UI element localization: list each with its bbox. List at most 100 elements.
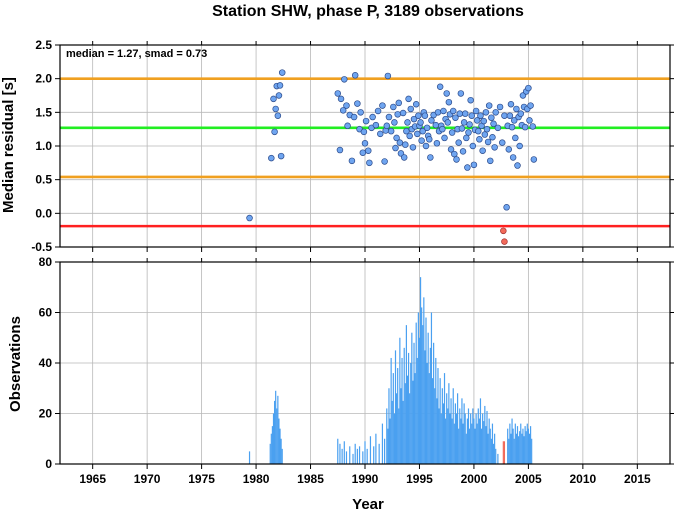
observation-bar (439, 378, 441, 464)
observation-bar (407, 352, 410, 464)
observation-bar (430, 312, 433, 464)
residual-point (278, 69, 286, 76)
observation-bar (412, 380, 414, 464)
residual-point (421, 112, 429, 119)
observation-bar (456, 393, 459, 464)
observation-bar (522, 428, 524, 464)
observation-bar (413, 342, 415, 464)
residual-point (362, 117, 370, 125)
residual-point (385, 113, 393, 121)
residual-point (337, 95, 345, 103)
residual-point (336, 146, 344, 154)
observation-bar (277, 395, 279, 464)
observation-bar (414, 373, 416, 464)
residual-point (423, 124, 431, 132)
observation-bar (410, 363, 412, 464)
residual-point (525, 84, 532, 92)
residual-y-tick-label: 1.5 (35, 105, 52, 119)
observation-bar (279, 428, 281, 464)
residual-point (402, 141, 409, 148)
observation-bar (512, 428, 514, 464)
observations-x-tick-label: 1970 (134, 472, 161, 486)
observation-bar (509, 423, 511, 464)
outlier-point (501, 238, 508, 245)
residual-point (494, 124, 502, 132)
residual-point (393, 134, 400, 142)
observation-bar (399, 337, 401, 464)
observations-y-tick-label: 60 (39, 306, 53, 320)
residual-point (513, 105, 520, 113)
residual-point (268, 154, 275, 162)
observation-bar (485, 426, 487, 464)
observation-bar (345, 451, 348, 464)
observation-bar (471, 423, 473, 464)
residual-point (350, 113, 358, 121)
observation-bar (489, 428, 491, 464)
residual-point (461, 110, 469, 117)
residual-point (487, 157, 494, 165)
residual-point (271, 128, 278, 136)
observation-bar (433, 342, 435, 464)
residual-point (341, 76, 348, 83)
observation-bar (468, 428, 471, 464)
observations-x-tick-label: 1965 (79, 472, 106, 486)
highlight-bar (502, 441, 504, 464)
observation-bar (528, 433, 531, 464)
residual-point (449, 107, 457, 115)
observation-bar (388, 388, 390, 464)
observation-bar (475, 413, 477, 464)
residual-point (404, 119, 411, 126)
residual-point (489, 133, 496, 141)
observation-bar (431, 378, 434, 464)
observation-bar (423, 297, 425, 464)
observation-bar (271, 426, 274, 464)
observation-bar (392, 373, 394, 464)
observation-bar (275, 390, 277, 464)
residual-point (485, 102, 493, 109)
residual-point (470, 161, 478, 169)
residual-point (464, 164, 471, 171)
observation-bar (278, 418, 280, 464)
observation-bar (480, 428, 483, 464)
observation-bar (398, 408, 400, 464)
observation-bar (495, 448, 497, 464)
observation-bar (443, 373, 446, 464)
observations-x-tick-label: 1985 (297, 472, 324, 486)
residual-point (360, 128, 368, 136)
observation-bar (492, 443, 495, 464)
observation-bar (487, 433, 489, 464)
observation-bar (467, 408, 470, 464)
residual-point (403, 127, 410, 135)
observation-bar (517, 436, 520, 464)
residual-point (399, 109, 407, 117)
observation-bar (434, 388, 436, 464)
observation-bar (406, 375, 409, 464)
observation-bar (425, 317, 427, 464)
observation-bar (354, 443, 356, 464)
observation-bar (450, 398, 452, 464)
observations-y-tick-label: 80 (39, 255, 53, 269)
residual-point (505, 146, 513, 153)
residual-point (488, 114, 495, 121)
observation-bar (491, 423, 494, 464)
residual-point (272, 105, 279, 113)
residual-point (448, 129, 456, 136)
residual-point (481, 131, 489, 138)
observation-bar (448, 383, 450, 464)
residual-point (457, 90, 465, 97)
observation-bar (269, 443, 271, 464)
observation-bar (276, 408, 278, 464)
observation-bar (369, 436, 372, 464)
observation-bar (272, 413, 275, 464)
observation-bar (478, 418, 480, 464)
observation-bar (441, 388, 443, 464)
residual-point (412, 101, 420, 108)
observation-bar (339, 443, 341, 464)
observation-bar (387, 428, 389, 464)
observation-bar (484, 405, 486, 464)
residual-point (377, 130, 384, 138)
residual-point (409, 144, 417, 151)
residual-point (351, 72, 359, 79)
residual-point (508, 123, 516, 131)
